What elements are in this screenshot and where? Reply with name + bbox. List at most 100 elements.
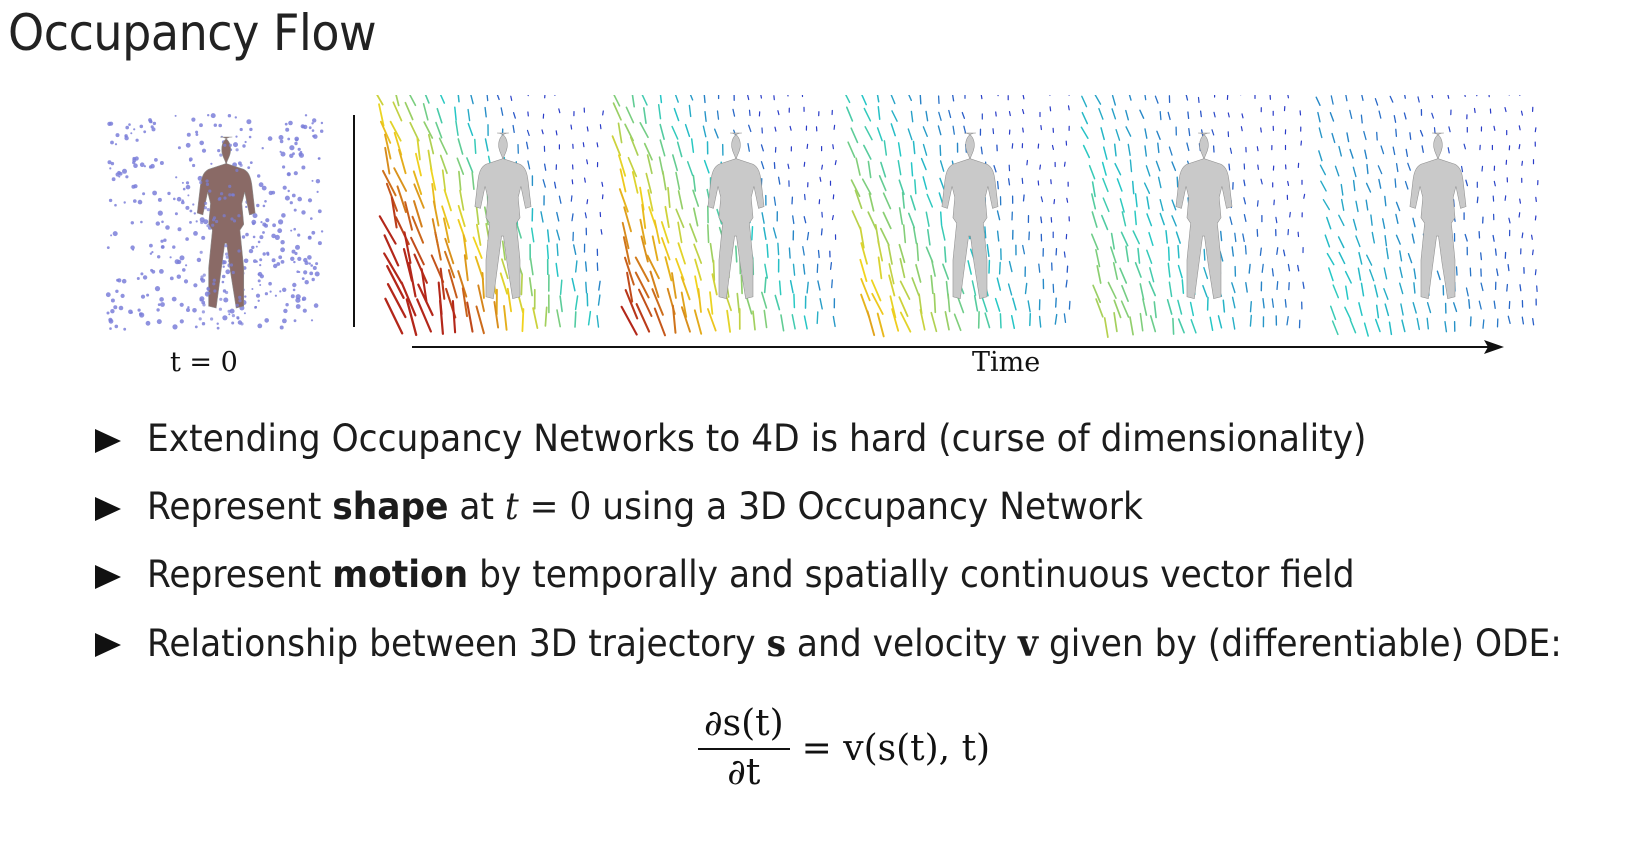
- flow-arrow: [1021, 109, 1025, 115]
- flow-arrow: [933, 292, 937, 314]
- flow-arrow: [392, 101, 403, 122]
- point-marker: [106, 311, 110, 315]
- flow-arrow: [861, 178, 872, 195]
- point-marker: [315, 262, 319, 266]
- flow-arrow: [530, 227, 535, 243]
- flow-arrow: [520, 274, 523, 296]
- flow-arrow: [1334, 165, 1340, 177]
- flow-arrow: [980, 95, 983, 100]
- flow-arrow: [709, 291, 714, 315]
- flow-arrow: [1370, 214, 1373, 226]
- point-marker: [249, 161, 253, 164]
- point-marker: [298, 271, 301, 273]
- point-marker: [291, 193, 296, 198]
- point-marker: [163, 238, 167, 242]
- point-marker: [285, 127, 290, 132]
- flow-arrow: [1245, 281, 1248, 293]
- flow-arrow: [659, 139, 666, 157]
- point-marker: [295, 244, 300, 250]
- flow-arrow: [1177, 318, 1185, 334]
- flow-arrow: [1421, 145, 1424, 153]
- flow-arrow: [435, 121, 443, 139]
- point-marker: [185, 184, 191, 190]
- flow-arrow: [1384, 234, 1388, 247]
- point-marker: [307, 255, 312, 260]
- point-marker: [240, 322, 244, 326]
- point-marker: [114, 324, 119, 329]
- flow-arrow: [583, 177, 586, 183]
- flow-arrow: [1345, 285, 1349, 300]
- flow-arrow: [922, 143, 928, 156]
- point-marker: [257, 174, 261, 178]
- flow-arrow: [1139, 283, 1145, 301]
- flow-arrow: [556, 211, 560, 222]
- flow-arrow: [897, 160, 902, 176]
- point-marker: [191, 117, 196, 122]
- point-marker: [267, 136, 273, 141]
- flow-arrow: [864, 126, 873, 141]
- flow-arrow: [383, 252, 403, 285]
- point-marker: [259, 284, 262, 286]
- point-marker: [186, 132, 191, 137]
- flow-arrow: [1357, 267, 1362, 281]
- flow-arrow: [1159, 212, 1165, 226]
- flow-arrow: [378, 215, 397, 245]
- point-marker: [280, 151, 286, 157]
- point-marker: [118, 305, 124, 311]
- flow-arrow: [764, 263, 769, 279]
- flow-arrow: [961, 111, 966, 119]
- flow-arrow: [1508, 217, 1511, 224]
- flow-arrow: [639, 121, 649, 139]
- flow-arrow: [640, 235, 649, 263]
- flow-arrow: [680, 291, 688, 318]
- point-marker: [213, 123, 217, 127]
- flow-arrow: [888, 263, 895, 285]
- flow-arrow: [751, 225, 754, 241]
- point-marker: [195, 220, 198, 223]
- flow-arrow: [1493, 125, 1496, 131]
- flow-arrow: [629, 136, 639, 156]
- point-marker: [139, 162, 145, 167]
- flow-arrow: [1172, 317, 1175, 335]
- flow-arrow: [1007, 178, 1011, 186]
- flow-arrow: [845, 95, 851, 104]
- flow-arrow: [1480, 282, 1484, 292]
- flow-arrow: [1349, 319, 1357, 334]
- flow-arrow: [481, 272, 485, 299]
- point-marker: [179, 302, 184, 307]
- flow-arrow: [659, 95, 663, 104]
- equation-fraction: ∂s(t) ∂t: [698, 703, 790, 793]
- flow-arrow: [664, 205, 670, 229]
- flow-arrow: [1088, 164, 1096, 180]
- point-marker: [317, 241, 322, 246]
- flow-arrow: [1374, 318, 1381, 333]
- flow-arrow: [926, 229, 931, 246]
- flow-arrow: [1332, 284, 1340, 299]
- flow-arrow: [792, 215, 795, 225]
- point-marker: [289, 153, 294, 158]
- flow-arrow: [899, 257, 906, 279]
- point-marker: [195, 130, 199, 134]
- flow-arrow: [599, 124, 602, 130]
- flow-arrow: [1366, 163, 1369, 175]
- point-marker: [283, 308, 288, 314]
- point-marker: [231, 314, 235, 318]
- flow-arrow: [1219, 230, 1223, 242]
- point-marker: [295, 304, 301, 309]
- point-marker: [167, 191, 171, 196]
- flow-arrow: [618, 188, 629, 213]
- flow-arrow: [503, 304, 508, 331]
- flow-arrow: [702, 125, 707, 138]
- flow-arrow: [1202, 284, 1208, 298]
- flow-arrow: [788, 247, 791, 259]
- point-marker: [256, 203, 260, 208]
- flow-arrow: [1102, 177, 1109, 193]
- flow-arrow: [1417, 96, 1420, 103]
- point-marker: [142, 275, 148, 280]
- flow-arrow: [802, 263, 806, 275]
- flow-arrow: [760, 161, 765, 170]
- flow-arrow: [1145, 165, 1151, 177]
- point-marker: [130, 132, 133, 135]
- flow-arrow: [747, 95, 750, 101]
- point-marker: [204, 201, 208, 205]
